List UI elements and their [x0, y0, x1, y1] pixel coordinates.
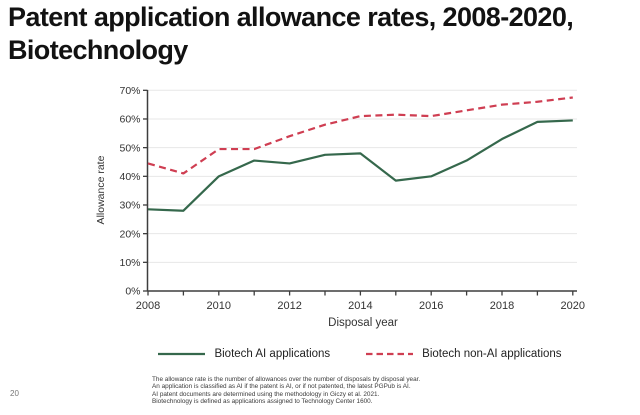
y-tick-label: 10%: [119, 257, 140, 269]
slide-title-line1: Patent application allowance rates, 2008…: [8, 2, 574, 32]
footnote-line: AI patent documents are determined using…: [152, 390, 380, 398]
legend-item-biotech-ai-applications: Biotech AI applications: [158, 348, 330, 360]
series-line-biotech-non-ai-applications: [147, 96, 573, 175]
legend-solid-line-swatch: [158, 352, 206, 356]
x-tick-label: 2010: [207, 300, 231, 312]
slide-title: Patent application allowance rates, 2008…: [8, 1, 638, 67]
x-axis-label: Disposal year: [328, 317, 398, 329]
series-line-biotech-ai-applications: [147, 119, 573, 212]
chart-footnotes: The allowance rate is the number of allo…: [152, 376, 612, 405]
x-tick-label: 2012: [277, 300, 301, 312]
legend-dashed-line-swatch: [366, 352, 414, 356]
footnote-line: The allowance rate is the number of allo…: [152, 376, 421, 383]
y-tick-label: 60%: [119, 114, 140, 126]
y-tick-label: 30%: [119, 200, 140, 212]
footnote-line: Biotechnology is defined as applications…: [152, 397, 373, 405]
footnote-line: An application is classified as AI if th…: [152, 383, 411, 391]
legend-label: Biotech non-AI applications: [422, 348, 562, 360]
y-tick-label: 70%: [119, 85, 140, 97]
y-tick-label: 40%: [119, 171, 140, 183]
x-tick-label: 2014: [348, 300, 372, 312]
chart-legend: Biotech AI applications Biotech non-AI ap…: [140, 348, 580, 360]
y-tick-label: 20%: [119, 228, 140, 240]
slide-page-number: 20: [10, 389, 19, 398]
y-tick-label: 0%: [125, 286, 140, 298]
x-tick-label: 2018: [490, 300, 514, 312]
legend-label: Biotech AI applications: [214, 348, 331, 360]
x-tick-label: 2008: [136, 300, 160, 312]
x-tick-label: 2016: [419, 300, 443, 312]
slide-title-line2: Biotechnology: [8, 35, 188, 65]
y-tick-label: 50%: [119, 142, 140, 154]
legend-item-biotech-non-ai-applications: Biotech non-AI applications: [366, 348, 562, 360]
y-axis-label: Allowance rate: [95, 155, 107, 225]
x-tick-label: 2020: [561, 300, 585, 312]
